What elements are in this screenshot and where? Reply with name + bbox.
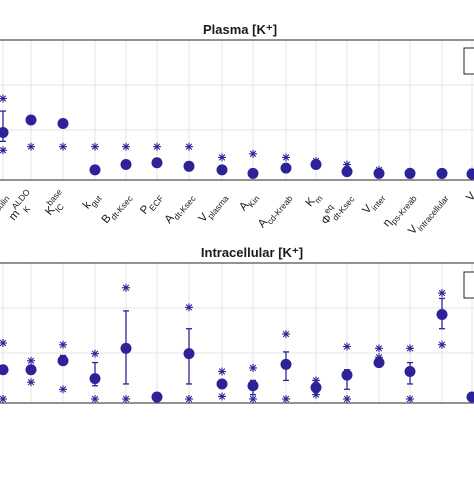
intracellular-asterisk-point: [0, 395, 7, 403]
plasma-mean-point: [121, 159, 132, 170]
intracellular-asterisk-point: [249, 364, 257, 372]
plasma-mean-point: [58, 118, 69, 129]
intracellular-panel: Intracellular [K⁺]: [0, 245, 474, 403]
intracellular-asterisk-point: [218, 392, 226, 400]
intracellular-asterisk-point: [122, 395, 130, 403]
intracellular-title: Intracellular [K⁺]: [201, 245, 303, 260]
intracellular-asterisk-point: [27, 378, 35, 386]
intracellular-asterisk-point: [438, 341, 446, 349]
intracellular-asterisk-point: [59, 385, 67, 393]
plasma-tick-label: Acd-Kreab: [256, 190, 295, 232]
intracellular-mean-point: [90, 373, 101, 384]
intracellular-asterisk-point: [343, 343, 351, 351]
intracellular-mean-point: [152, 392, 163, 403]
plasma-tick-label: PECF: [138, 190, 165, 219]
plasma-tick-label: ηps-Kreab: [381, 190, 419, 231]
plasma-asterisk-point: [27, 143, 35, 151]
intracellular-mean-point: [248, 380, 259, 391]
plasma-tick-label: mALDOK: [3, 187, 40, 226]
plasma-mean-point: [342, 166, 353, 177]
plasma-mean-point: [467, 169, 474, 180]
intracellular-asterisk-point: [282, 395, 290, 403]
intracellular-asterisk-point: [91, 350, 99, 358]
intracellular-asterisk-point: [343, 395, 351, 403]
plasma-mean-point: [152, 157, 163, 168]
intracellular-asterisk-point: [406, 344, 414, 352]
plasma-asterisk-point: [122, 143, 130, 151]
intracellular-asterisk-point: [0, 339, 7, 347]
plasma-tick-label: Adt-Ksec: [163, 190, 198, 228]
intracellular-mean-point: [26, 364, 37, 375]
plasma-legend-box: [464, 48, 474, 74]
plasma-mean-point: [26, 114, 37, 125]
plasma-mean-point: [281, 163, 292, 174]
intracellular-asterisk-point: [59, 341, 67, 349]
intracellular-gridlines: [0, 263, 474, 403]
plasma-mean-point: [248, 168, 259, 179]
intracellular-mean-point: [217, 378, 228, 389]
plasma-asterisk-point: [0, 146, 7, 154]
intracellular-asterisk-point: [91, 395, 99, 403]
plasma-mean-point: [184, 161, 195, 172]
plasma-tick-label: V: [464, 190, 474, 204]
plasma-marks: [0, 95, 474, 180]
intracellular-asterisk-point: [185, 303, 193, 311]
plasma-asterisk-point: [282, 153, 290, 161]
plasma-mean-point: [374, 168, 385, 179]
intracellular-mean-point: [437, 309, 448, 320]
intracellular-mean-point: [121, 343, 132, 354]
plasma-mean-point: [405, 168, 416, 179]
plasma-gridlines: [0, 40, 474, 180]
plasma-asterisk-point: [218, 153, 226, 161]
intracellular-asterisk-point: [249, 395, 257, 403]
plasma-asterisk-point: [185, 143, 193, 151]
plasma-title: Plasma [K⁺]: [203, 22, 277, 37]
plasma-tick-label: Bdt-Ksec: [100, 190, 135, 228]
plasma-asterisk-point: [153, 143, 161, 151]
plasma-mean-point: [90, 164, 101, 175]
intracellular-mean-point: [374, 357, 385, 368]
plasma-tick-label: Φeqdt-Ksec: [316, 186, 357, 229]
intracellular-mean-point: [281, 359, 292, 370]
intracellular-asterisk-point: [375, 344, 383, 352]
plasma-mean-point: [0, 127, 9, 138]
intracellular-marks: [0, 284, 474, 403]
plasma-tick-label: kgut: [81, 190, 104, 214]
intracellular-mean-point: [342, 370, 353, 381]
plasma-mean-point: [217, 164, 228, 175]
intracellular-mean-point: [405, 366, 416, 377]
plasma-tick-label: AKin: [237, 190, 261, 215]
intracellular-mean-point: [311, 382, 322, 393]
plasma-asterisk-point: [91, 143, 99, 151]
plasma-asterisk-point: [249, 150, 257, 158]
intracellular-asterisk-point: [438, 289, 446, 297]
intracellular-legend-box: [464, 272, 474, 298]
intracellular-asterisk-point: [185, 395, 193, 403]
plasma-mean-point: [437, 168, 448, 179]
intracellular-mean-point: [0, 364, 9, 375]
intracellular-asterisk-point: [27, 357, 35, 365]
plasma-asterisk-point: [0, 95, 7, 103]
intracellular-asterisk-point: [406, 395, 414, 403]
intracellular-mean-point: [184, 348, 195, 359]
intracellular-asterisk-point: [122, 284, 130, 292]
intracellular-asterisk-point: [282, 330, 290, 338]
plasma-tick-label: KbaseIC: [39, 187, 72, 221]
intracellular-mean-point: [58, 355, 69, 366]
plasma-mean-point: [311, 159, 322, 170]
plasma-tick-label: Vplasma: [197, 190, 231, 227]
intracellular-asterisk-point: [218, 367, 226, 375]
intracellular-mean-point: [467, 392, 474, 403]
plasma-tick-label: Vinter: [361, 190, 388, 218]
plasma-asterisk-point: [59, 143, 67, 151]
